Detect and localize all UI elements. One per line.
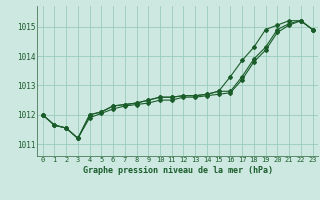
X-axis label: Graphe pression niveau de la mer (hPa): Graphe pression niveau de la mer (hPa) xyxy=(83,166,273,175)
